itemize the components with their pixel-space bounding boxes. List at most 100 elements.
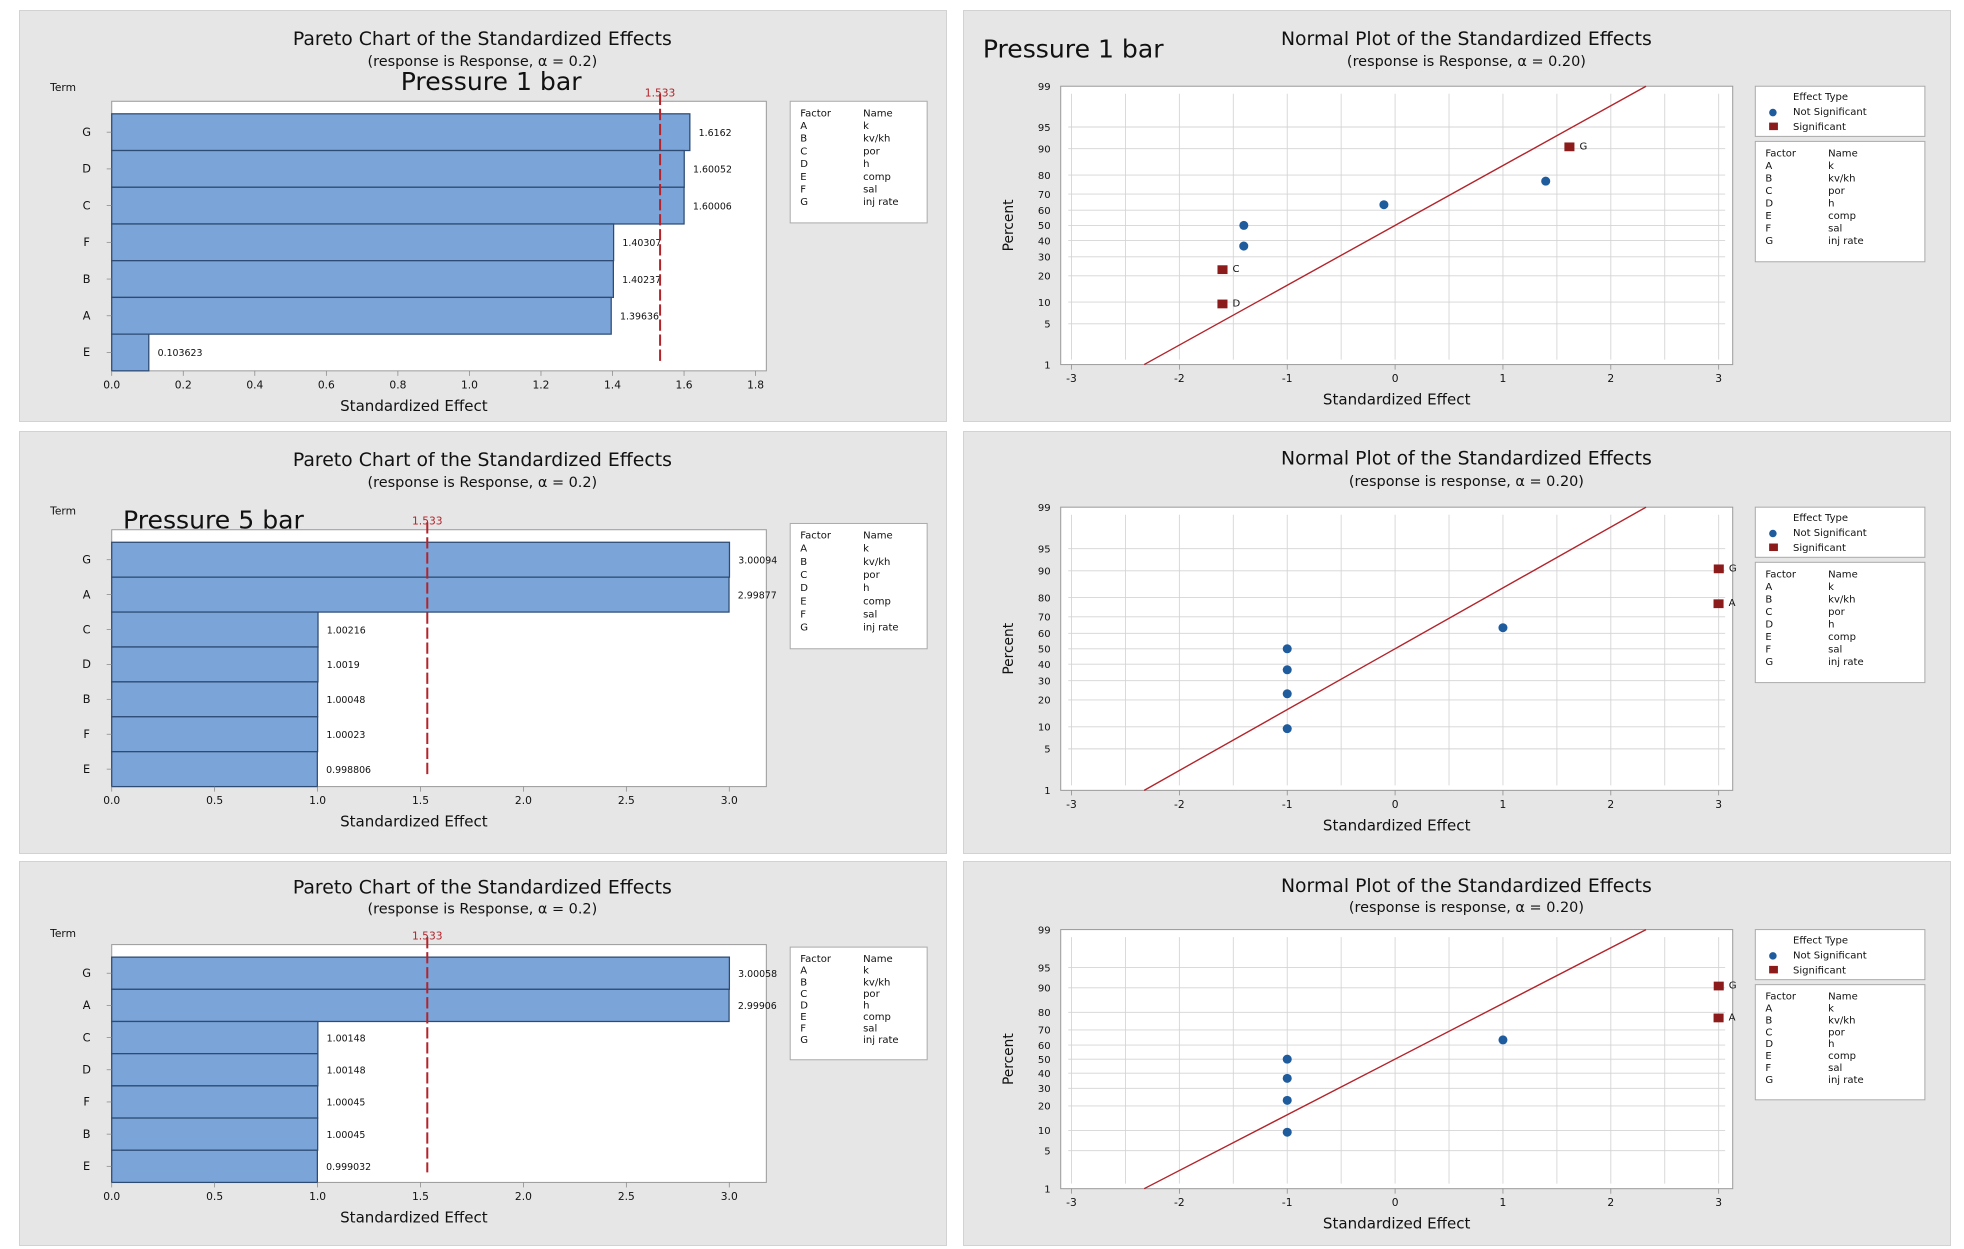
pareto-chart-5-bar: Pareto Chart of the Standardized Effects…	[19, 431, 947, 854]
x-axis-label: Standardized Effect	[1323, 1215, 1471, 1233]
legend-factor-code: F	[800, 184, 806, 195]
y-axis-label: Percent	[1001, 1033, 1017, 1085]
bar-D	[111, 646, 319, 683]
chart-subtitle: (response is Response, α = 0.2)	[368, 475, 598, 491]
category-label: B	[83, 1128, 91, 1141]
category-label: C	[83, 199, 91, 212]
legend-significant-marker	[1769, 122, 1778, 131]
legend-header-name: Name	[1828, 148, 1858, 159]
legend-factor-code: B	[800, 557, 807, 568]
legend-factor-name: h	[863, 159, 869, 170]
x-tick-label: 0	[1392, 798, 1399, 811]
legend-factor-code: D	[1765, 619, 1773, 630]
reference-line	[1143, 928, 1647, 1190]
x-tick-label: 0.8	[389, 378, 406, 391]
bar-C	[111, 1020, 319, 1055]
x-tick-label: 1	[1500, 798, 1507, 811]
not-significant-point	[1282, 644, 1292, 654]
legend-factor-name: comp	[1828, 632, 1856, 643]
legend-header-name: Name	[1828, 569, 1858, 580]
legend-factor-code: C	[1765, 1027, 1772, 1038]
legend-entry-significant: Significant	[1793, 543, 1846, 554]
x-tick-label: 1.2	[532, 378, 549, 391]
legend-factor-name: k	[1828, 161, 1834, 172]
legend-factor-code: A	[800, 544, 807, 555]
y-axis-label: Percent	[1001, 199, 1017, 251]
significant-point	[1217, 265, 1228, 275]
legend-header-factor: Factor	[800, 954, 832, 965]
category-label: G	[82, 553, 91, 566]
category-label: C	[83, 1031, 91, 1044]
reference-line-label: 1.533	[412, 930, 443, 943]
legend-factor-name: kv/kh	[1828, 594, 1855, 605]
y-tick-label: 70	[1038, 1026, 1051, 1037]
legend-factor-code: C	[800, 146, 807, 157]
y-tick-label: 1	[1044, 786, 1050, 797]
chart-title: Pareto Chart of the Standardized Effects	[293, 877, 672, 898]
y-tick-label: 50	[1038, 1055, 1051, 1066]
normal-plot-svg: Normal Plot of the Standardized Effects (…	[1001, 876, 1926, 1233]
factor-legend-box	[1754, 561, 1926, 684]
category-label: F	[83, 1096, 89, 1109]
legend-entry-not-significant: Not Significant	[1793, 950, 1867, 961]
chart-title: Pareto Chart of the Standardized Effects	[293, 450, 672, 471]
category-label: D	[82, 163, 91, 176]
chart-title: Normal Plot of the Standardized Effects	[1281, 29, 1652, 50]
point-label: A	[1729, 1012, 1736, 1023]
normal-plot-3: Normal Plot of the Standardized Effects (…	[963, 861, 1951, 1246]
legend-header-factor: Factor	[1765, 148, 1797, 159]
legend-factor-code: C	[800, 989, 807, 1000]
pareto-chart-1-bar: Pareto Chart of the Standardized Effects…	[19, 10, 947, 422]
chart-title: Normal Plot of the Standardized Effects	[1281, 876, 1652, 897]
point-label: D	[1233, 298, 1241, 309]
not-significant-point	[1282, 689, 1292, 699]
category-label: F	[83, 236, 90, 249]
not-significant-point	[1541, 176, 1551, 186]
y-tick-label: 20	[1038, 696, 1051, 707]
factor-legend-box	[789, 946, 928, 1061]
x-tick-label: 0.0	[103, 794, 120, 807]
legend-factor-name: h	[863, 1000, 869, 1011]
legend-factor-code: G	[1765, 236, 1773, 247]
x-tick-label: 0.5	[206, 1190, 223, 1203]
legend-header-factor: Factor	[800, 108, 832, 119]
factor-legend-box	[1754, 140, 1926, 263]
y-axis-label: Term	[49, 81, 76, 94]
x-tick-label: -2	[1174, 798, 1185, 811]
legend-factor-name: k	[863, 121, 869, 132]
effect-type-legend-box	[1754, 506, 1926, 558]
not-significant-point	[1239, 220, 1249, 230]
y-tick-label: 10	[1038, 723, 1051, 734]
value-label: 1.40237	[622, 275, 661, 286]
not-significant-point	[1282, 665, 1292, 675]
legend-factor-name: sal	[863, 184, 877, 195]
chart-subtitle: (response is Response, α = 0.2)	[367, 901, 597, 917]
category-label: A	[83, 588, 91, 601]
legend-factor-name: h	[1828, 619, 1834, 630]
x-tick-label: 1.0	[461, 378, 478, 391]
legend-not-significant-marker	[1769, 529, 1777, 538]
y-tick-label: 99	[1038, 82, 1051, 93]
value-label: 1.0019	[327, 660, 360, 671]
legend-factor-code: D	[800, 159, 808, 170]
legend-factor-name: kv/kh	[1828, 1015, 1855, 1026]
point-label: G	[1579, 141, 1587, 152]
legend-factor-name: h	[863, 583, 869, 594]
reference-line-label: 1.533	[645, 86, 676, 99]
legend-factor-code: A	[1765, 1004, 1772, 1015]
bar-A	[111, 296, 612, 335]
legend-entry-not-significant: Not Significant	[1793, 528, 1867, 539]
bar-C	[111, 611, 319, 648]
legend-not-significant-marker	[1769, 108, 1777, 117]
legend-factor-name: por	[863, 989, 881, 1000]
legend-factor-name: sal	[1828, 645, 1842, 656]
x-axis-label: Standardized Effect	[340, 397, 488, 415]
value-label: 1.00045	[326, 1130, 365, 1141]
category-label: E	[83, 763, 90, 776]
y-tick-label: 90	[1038, 145, 1051, 156]
bar-F	[111, 716, 319, 753]
y-tick-label: 80	[1038, 1008, 1051, 1019]
category-label: B	[83, 693, 91, 706]
legend-factor-name: sal	[1828, 1063, 1842, 1074]
not-significant-point	[1379, 200, 1389, 210]
